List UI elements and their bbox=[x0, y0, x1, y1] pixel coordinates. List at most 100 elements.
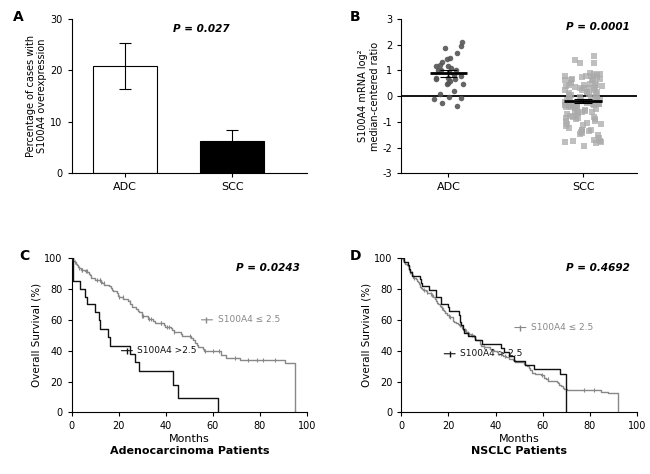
Point bbox=[572, 108, 582, 116]
Point bbox=[564, 91, 574, 98]
Point bbox=[561, 117, 571, 125]
Point bbox=[592, 95, 602, 102]
Point bbox=[590, 84, 600, 91]
Point bbox=[452, 49, 463, 56]
Point bbox=[566, 91, 576, 99]
Text: Adenocarcinoma Patients: Adenocarcinoma Patients bbox=[110, 447, 269, 456]
Point bbox=[569, 104, 580, 111]
Text: D: D bbox=[350, 249, 361, 263]
Point bbox=[437, 58, 447, 65]
Point bbox=[562, 97, 572, 104]
Y-axis label: S100A4 mRNA log²
median-centered ratio: S100A4 mRNA log² median-centered ratio bbox=[358, 42, 380, 151]
Point bbox=[560, 98, 570, 106]
Point bbox=[584, 69, 595, 77]
Point bbox=[435, 62, 445, 69]
Y-axis label: Overall Survival (%): Overall Survival (%) bbox=[361, 283, 371, 387]
Point bbox=[564, 89, 575, 96]
Point bbox=[593, 131, 603, 138]
Point bbox=[592, 94, 603, 101]
Point bbox=[586, 76, 597, 84]
Text: B: B bbox=[350, 9, 360, 24]
Point bbox=[573, 109, 583, 117]
Point bbox=[590, 118, 601, 125]
Point bbox=[430, 62, 441, 70]
Point bbox=[592, 71, 603, 79]
Bar bbox=[200, 141, 265, 173]
Point bbox=[456, 94, 467, 101]
Bar bbox=[93, 66, 157, 173]
Point bbox=[586, 73, 597, 80]
Text: C: C bbox=[20, 249, 30, 263]
Point bbox=[590, 79, 600, 87]
Point bbox=[456, 72, 466, 80]
Point bbox=[587, 109, 597, 116]
Point bbox=[560, 101, 570, 109]
Point bbox=[595, 75, 605, 83]
Point bbox=[429, 95, 439, 103]
Point bbox=[458, 80, 468, 88]
Point bbox=[595, 120, 606, 128]
Point bbox=[443, 74, 453, 82]
Point bbox=[569, 105, 580, 112]
Point bbox=[452, 102, 462, 109]
Point bbox=[576, 97, 586, 104]
Point bbox=[575, 59, 586, 66]
Point bbox=[573, 115, 583, 122]
Point bbox=[582, 88, 593, 96]
Point bbox=[561, 103, 571, 111]
Point bbox=[589, 52, 599, 59]
Point bbox=[576, 128, 586, 136]
Point bbox=[450, 66, 461, 73]
Point bbox=[562, 110, 572, 118]
Point bbox=[590, 81, 601, 89]
Point bbox=[589, 113, 599, 121]
Point bbox=[582, 99, 592, 107]
Text: S100A4 ≤ 2.5: S100A4 ≤ 2.5 bbox=[218, 315, 280, 324]
Point bbox=[430, 74, 441, 82]
Point bbox=[592, 73, 602, 81]
Point bbox=[590, 91, 601, 98]
Point bbox=[564, 94, 575, 102]
Point bbox=[597, 82, 607, 90]
Point bbox=[581, 119, 592, 127]
Y-axis label: Overall Survival (%): Overall Survival (%) bbox=[31, 283, 42, 387]
Point bbox=[562, 120, 572, 128]
Point bbox=[577, 73, 587, 81]
Point bbox=[584, 81, 595, 88]
Point bbox=[593, 100, 604, 108]
Point bbox=[456, 43, 466, 50]
Point bbox=[448, 72, 459, 79]
X-axis label: Months: Months bbox=[499, 434, 540, 444]
Point bbox=[580, 72, 591, 80]
Point bbox=[580, 107, 590, 114]
Point bbox=[571, 102, 582, 109]
Text: P = 0.0001: P = 0.0001 bbox=[566, 22, 630, 32]
Point bbox=[579, 142, 590, 149]
Point bbox=[440, 45, 450, 52]
Point bbox=[586, 93, 596, 100]
Point bbox=[578, 82, 589, 89]
Text: A: A bbox=[12, 9, 23, 24]
Point bbox=[588, 76, 599, 83]
Point bbox=[443, 93, 454, 100]
Point bbox=[569, 109, 580, 116]
Point bbox=[591, 95, 601, 102]
Point bbox=[595, 96, 605, 104]
Point bbox=[560, 76, 570, 83]
Point bbox=[591, 105, 601, 112]
Point bbox=[561, 82, 571, 90]
Point bbox=[445, 77, 455, 85]
X-axis label: Months: Months bbox=[169, 434, 210, 444]
Point bbox=[571, 112, 581, 120]
Point bbox=[443, 63, 454, 70]
Point bbox=[566, 100, 576, 108]
Point bbox=[589, 87, 599, 94]
Point bbox=[436, 66, 446, 73]
Point bbox=[457, 38, 467, 46]
Point bbox=[589, 101, 599, 109]
Point bbox=[436, 99, 447, 107]
Point bbox=[575, 93, 586, 100]
Text: NSCLC Patients: NSCLC Patients bbox=[471, 447, 567, 456]
Point bbox=[592, 88, 603, 96]
Point bbox=[571, 115, 581, 122]
